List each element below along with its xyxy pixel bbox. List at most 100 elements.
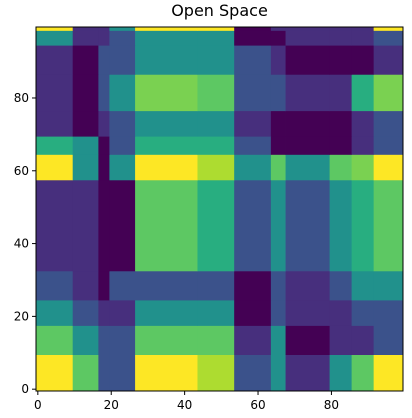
y-tick-label: 40 (14, 237, 29, 251)
heatmap-cell (373, 45, 404, 75)
heatmap-cell (373, 110, 404, 137)
heatmap-cell (135, 27, 198, 46)
heatmap-cell (98, 325, 110, 355)
heatmap-cell (234, 27, 272, 46)
heatmap-cell (373, 74, 404, 112)
heatmap-cell (285, 74, 330, 112)
plot-frame (35, 26, 404, 392)
heatmap-cell (234, 27, 272, 31)
heatmap-cell (135, 110, 198, 137)
heatmap-cell (98, 27, 110, 31)
x-axis-ticks: 0 20 40 60 80 (34, 391, 339, 412)
heatmap-cell (72, 45, 99, 75)
heatmap-cell (135, 325, 198, 355)
heatmap-cell (72, 27, 99, 31)
heatmap-cell (109, 300, 136, 326)
y-tick-label: 80 (14, 91, 29, 105)
heatmap-cell (285, 27, 330, 31)
heatmap-cell (234, 74, 272, 112)
heatmap-cell (329, 270, 353, 301)
heatmap-cell (109, 154, 136, 181)
heatmap-cell (72, 154, 99, 181)
heatmap-cell (270, 45, 286, 75)
heatmap-cell (270, 74, 286, 112)
heatmap-cell (98, 45, 110, 75)
heatmap-cell (135, 45, 198, 75)
heatmap-cell (197, 27, 235, 46)
heatmap-cell (234, 179, 272, 272)
heatmap-cell (98, 179, 110, 272)
heatmap-cell (351, 325, 375, 355)
heatmap-cell (234, 354, 272, 392)
heatmap-cell (197, 325, 235, 355)
heatmap-cell (270, 110, 286, 137)
heatmap-cell (36, 154, 74, 181)
x-tick-label: 20 (104, 398, 119, 412)
heatmap-cell (329, 27, 353, 31)
heatmap-cell (270, 27, 286, 46)
heatmap-cell (373, 270, 404, 301)
heatmap-cell (285, 45, 330, 75)
heatmap-cell (135, 74, 198, 112)
heatmap-cell (98, 27, 110, 46)
heatmap-cell (351, 136, 375, 155)
heatmap-cell (351, 45, 375, 75)
heatmap-cell (285, 110, 330, 137)
heatmap-cell (329, 354, 353, 392)
heatmap-cell (270, 27, 286, 31)
chart-title: Open Space (171, 1, 268, 20)
heatmap-cell (197, 179, 235, 272)
heatmap-cell (98, 136, 110, 155)
heatmap-cell (285, 136, 330, 155)
heatmap-cell (234, 300, 272, 326)
heatmap-cell (270, 300, 286, 326)
heatmap-cell (329, 136, 353, 155)
heatmap-cell (135, 300, 198, 326)
heatmap-cell (373, 179, 404, 272)
x-tick-label: 40 (177, 398, 192, 412)
heatmap-cell (197, 300, 235, 326)
heatmap-cell (329, 110, 353, 137)
heatmap-cell (329, 45, 353, 75)
heatmap-cell (109, 45, 136, 75)
heatmap-cell (351, 270, 375, 301)
heatmap-cell (36, 45, 74, 75)
heatmap-cell (72, 354, 99, 392)
heatmap-cell (109, 325, 136, 355)
heatmap-cell (329, 154, 353, 181)
heatmap-cell (72, 136, 99, 155)
heatmap-cell (36, 325, 74, 355)
heatmap-cell (285, 27, 330, 46)
heatmap-cell (72, 300, 99, 326)
heatmap-cell (36, 300, 74, 326)
heatmap-cell (234, 110, 272, 137)
heatmap-cell (351, 27, 375, 46)
heatmap-cell (373, 136, 404, 155)
heatmap-cell (234, 136, 272, 155)
heatmap-cell (135, 27, 198, 31)
heatmap-cell (285, 325, 330, 355)
heatmap-cell (98, 270, 110, 301)
heatmap-cell (285, 300, 330, 326)
heatmap-cell (197, 136, 235, 155)
heatmap-cell (135, 270, 198, 301)
heatmap-cell (373, 325, 404, 355)
heatmap-cell (285, 179, 330, 272)
heatmap-cell (72, 27, 99, 46)
heatmap-cell (373, 27, 404, 31)
y-axis-ticks: 0 20 40 60 80 (14, 91, 36, 396)
heatmap-cell (109, 27, 136, 46)
heatmap-cell (270, 325, 286, 355)
heatmap-cell (285, 354, 330, 392)
heatmap-cell (373, 300, 404, 326)
x-tick-label: 0 (34, 398, 42, 412)
x-tick-label: 80 (324, 398, 339, 412)
heatmap-cell (351, 74, 375, 112)
heatmap-cell (329, 325, 353, 355)
heatmap-cell (351, 154, 375, 181)
heatmap-cell (72, 179, 99, 272)
heatmap-cell (329, 74, 353, 112)
heatmap-cell (270, 354, 286, 392)
heatmap-cell (270, 179, 286, 272)
